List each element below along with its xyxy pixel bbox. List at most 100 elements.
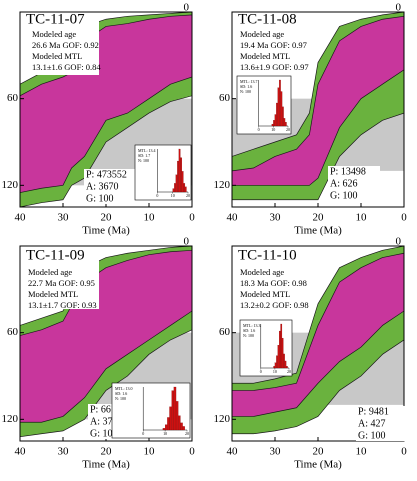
stat: G: 100: [90, 428, 118, 439]
x-tick-label: 40: [227, 212, 239, 224]
histogram-bar: [283, 118, 286, 127]
text-backdrop: [21, 13, 99, 75]
y-tick-label: 60: [7, 92, 19, 104]
annotation: Modeled age: [32, 29, 76, 39]
histogram-bar: [180, 157, 182, 193]
histogram-bar: [178, 415, 181, 431]
inset-label: MTL: 13.7: [240, 79, 258, 84]
histogram-bar: [286, 366, 288, 369]
annotation: Modeled MTL: [28, 289, 78, 299]
text-backdrop: [21, 247, 99, 309]
inset-tick-label: 20: [185, 431, 189, 436]
x-tick-label: 20: [101, 212, 113, 224]
annotation: 26.6 Ma GOF: 0.92: [32, 40, 99, 50]
x-tick-label: 20: [313, 212, 325, 224]
inset-label: N: 100: [240, 89, 251, 94]
annotation: 13.1±1.7 GOF: 0.93: [28, 300, 97, 310]
panel: 40 30 20 10 0 Time (Ma) 0 60 120 TC-11-08 Modeled …: [214, 2, 408, 237]
inset-label: MTL: 13.3: [243, 323, 261, 328]
annotation: 13.2±0.2 GOF: 0.98: [240, 300, 309, 310]
panel-title: TC-11-08: [238, 11, 297, 27]
y-tick-label: 0: [184, 236, 190, 248]
histogram-bar: [276, 102, 278, 127]
stat: G: 100: [86, 193, 114, 204]
x-tick-label: 30: [58, 212, 70, 224]
inset-tick-label: 20: [286, 127, 290, 132]
stat: G: 100: [330, 190, 358, 201]
inset-tick-label: 10: [271, 127, 275, 132]
annotation: 13.6±1.9 GOF: 0.97: [240, 62, 309, 72]
x-tick-label: 0: [189, 212, 195, 224]
annotation: Modeled MTL: [32, 51, 82, 61]
histogram-bar: [183, 183, 186, 193]
x-tick-label: 10: [144, 446, 156, 458]
annotation: Modeled age: [28, 267, 72, 277]
histogram-bar: [182, 426, 185, 431]
histogram-bar: [279, 330, 281, 369]
histogram-bar: [273, 366, 275, 369]
histogram-bar: [167, 417, 170, 431]
x-tick-label: 40: [227, 446, 239, 458]
stat: G: 100: [358, 430, 386, 441]
y-tick-label: 120: [2, 179, 19, 191]
text-backdrop: [233, 247, 311, 309]
stat: P: 6610: [90, 404, 121, 415]
x-tick-label: 10: [144, 212, 156, 224]
histogram-bar: [180, 422, 183, 431]
histogram-bar: [280, 323, 283, 369]
y-tick-label: 0: [396, 236, 402, 248]
x-axis-label: Time (Ma): [82, 459, 130, 471]
histogram-bar: [273, 120, 275, 127]
histogram-bar: [284, 360, 287, 369]
stat: P: 13498: [330, 166, 366, 177]
inset-tick-label: 10: [273, 369, 277, 374]
x-tick-label: 10: [356, 446, 368, 458]
inset-tick-label: 0: [258, 127, 260, 132]
histogram-bar: [277, 345, 280, 369]
y-tick-label: 60: [219, 326, 231, 338]
x-tick-label: 40: [15, 446, 27, 458]
histogram-bar: [173, 386, 177, 431]
x-tick-label: 0: [401, 446, 407, 458]
inset-tick-label: 20: [287, 369, 291, 374]
stat: A: 427: [358, 418, 386, 429]
inset-tick-label: 10: [163, 431, 167, 436]
histogram-bar: [284, 122, 287, 127]
histogram-bar: [162, 428, 166, 431]
histogram-bar: [184, 186, 187, 193]
histogram-bar: [281, 337, 284, 369]
y-tick-label: 60: [7, 326, 19, 338]
x-tick-label: 40: [15, 212, 27, 224]
annotation: Modeled age: [240, 267, 284, 277]
panel-title: TC-11-10: [238, 247, 297, 263]
x-tick-label: 20: [313, 446, 325, 458]
inset-tick-label: 10: [171, 193, 175, 198]
inset-label: SD: 1.6: [240, 84, 252, 89]
inset-label: N: 100: [115, 396, 126, 401]
inset-label: SD: 1.6: [243, 328, 255, 333]
annotation: Modeled age: [240, 29, 284, 39]
x-tick-label: 30: [270, 446, 282, 458]
annotation: 19.4 Ma GOF: 0.97: [240, 40, 307, 50]
stats-backdrop: [328, 166, 380, 201]
x-tick-label: 10: [356, 212, 368, 224]
stats-backdrop: [84, 169, 136, 204]
x-axis-label: Time (Ma): [82, 225, 130, 237]
histogram-bar: [175, 174, 178, 193]
histogram-bar: [283, 353, 285, 369]
x-tick-label: 30: [58, 446, 70, 458]
panel: 40 30 20 10 0 Time (Ma) 0 60 120 TC-11-09 Modeled …: [2, 236, 196, 471]
stat: A: 626: [330, 178, 358, 189]
text-backdrop: [233, 13, 311, 75]
y-tick-label: 120: [214, 179, 231, 191]
histogram-bar: [274, 362, 277, 369]
inset-tick-label: 20: [186, 193, 190, 198]
x-axis-label: Time (Ma): [294, 459, 342, 471]
inset-tick-label: 0: [156, 193, 158, 198]
histogram-bar: [174, 183, 176, 193]
panel: 40 30 20 10 0 Time (Ma) 0 60 120 TC-11-07 Modeled …: [2, 2, 196, 237]
inset-label: SD: 1.6: [115, 391, 127, 396]
stat: P: 473552: [86, 169, 127, 180]
x-tick-label: 30: [270, 212, 282, 224]
histogram-bar: [169, 406, 172, 431]
